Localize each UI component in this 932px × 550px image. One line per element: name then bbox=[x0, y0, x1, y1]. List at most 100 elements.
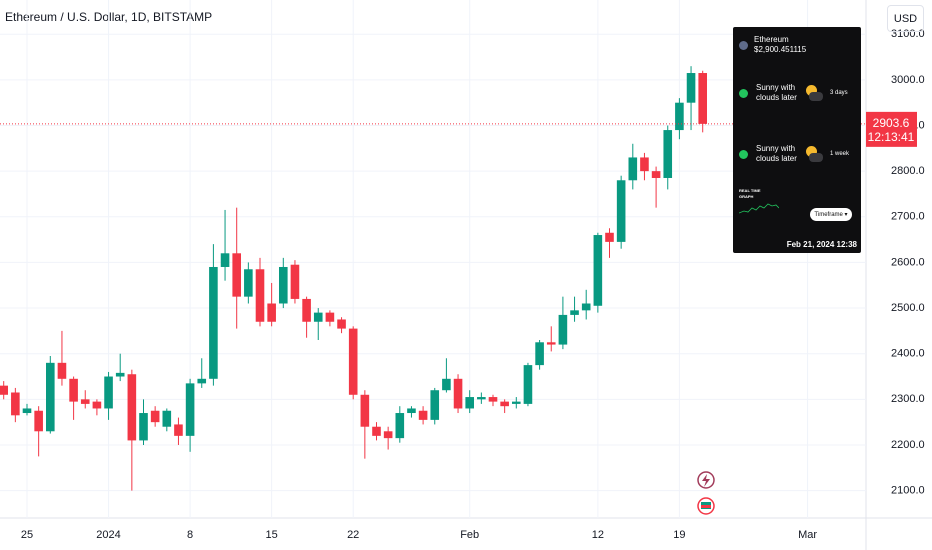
x-tick-label: Feb bbox=[460, 529, 479, 541]
candle bbox=[360, 390, 370, 459]
candle bbox=[372, 422, 381, 441]
candle-body bbox=[651, 171, 661, 178]
x-tick-label: 8 bbox=[187, 529, 193, 541]
candle bbox=[512, 397, 521, 409]
button-label: Timeframe bbox=[814, 211, 843, 218]
candle bbox=[383, 426, 393, 450]
candle bbox=[570, 296, 579, 322]
price-tag bbox=[866, 111, 917, 147]
candle-body bbox=[593, 235, 603, 306]
candle bbox=[11, 387, 20, 423]
candle bbox=[22, 403, 32, 416]
candle-body bbox=[267, 303, 276, 322]
candle-body bbox=[558, 314, 568, 345]
coin-price: $2,900.451115 bbox=[754, 45, 807, 54]
timeframe-button[interactable]: Timeframe ▾ bbox=[810, 208, 852, 221]
candle-body bbox=[139, 413, 148, 441]
x-tick-label: 2024 bbox=[96, 529, 120, 541]
candle-body bbox=[500, 401, 509, 407]
candle-body bbox=[0, 385, 9, 395]
candle bbox=[34, 406, 43, 457]
coin-icon bbox=[739, 40, 748, 50]
candle-body bbox=[197, 378, 207, 384]
candle bbox=[651, 166, 661, 208]
price-tag-countdown: 12:13:41 bbox=[868, 130, 915, 144]
candle-body bbox=[127, 374, 137, 441]
weather-icon bbox=[806, 146, 823, 162]
candle-body bbox=[523, 365, 533, 404]
candle-body bbox=[115, 372, 125, 377]
candle bbox=[104, 371, 113, 420]
candle-body bbox=[360, 394, 370, 427]
candle bbox=[628, 143, 638, 190]
candle-body bbox=[290, 264, 300, 299]
candle bbox=[337, 317, 346, 334]
y-tick-label: 2800.0 bbox=[891, 165, 925, 177]
forecast-period: 1 week bbox=[830, 151, 850, 157]
candle-body bbox=[348, 328, 358, 395]
candle-body bbox=[150, 410, 160, 423]
alert-icons bbox=[697, 471, 715, 515]
candle bbox=[663, 125, 673, 190]
x-tick-label: Mar bbox=[798, 529, 817, 541]
x-tick-label: 12 bbox=[592, 529, 604, 541]
y-tick-label: 2400.0 bbox=[891, 348, 925, 360]
candle bbox=[185, 378, 195, 452]
candle-body bbox=[220, 253, 230, 267]
candle-body bbox=[663, 130, 673, 178]
candle bbox=[290, 260, 300, 304]
candle-body bbox=[11, 392, 20, 416]
candle-body bbox=[232, 253, 241, 297]
candle bbox=[150, 406, 160, 427]
candle-body bbox=[570, 310, 579, 315]
candle-body bbox=[185, 383, 195, 436]
candle-body bbox=[209, 266, 218, 379]
candle bbox=[605, 228, 614, 258]
candle bbox=[442, 358, 451, 393]
candle bbox=[325, 310, 335, 327]
candle-body bbox=[162, 410, 172, 427]
x-tick-label: 22 bbox=[347, 529, 359, 541]
candle bbox=[558, 296, 568, 350]
candle-body bbox=[395, 413, 405, 439]
candle-body bbox=[488, 397, 498, 402]
candle bbox=[418, 406, 428, 425]
x-tick-label: 19 bbox=[673, 529, 685, 541]
price-tag-value: 2903.6 bbox=[873, 116, 910, 130]
candle bbox=[453, 374, 463, 414]
candle bbox=[395, 406, 405, 443]
y-tick-label: 2100.0 bbox=[891, 485, 925, 497]
candle bbox=[593, 232, 603, 313]
candle-body bbox=[605, 232, 614, 242]
candle-body bbox=[279, 266, 288, 304]
candle bbox=[535, 340, 544, 370]
candle bbox=[92, 399, 102, 416]
timestamp: Feb 21, 2024 12:38 bbox=[786, 240, 857, 249]
currency-button[interactable]: USD bbox=[887, 5, 924, 32]
candle bbox=[197, 358, 207, 388]
candle-body bbox=[418, 410, 428, 420]
candle-body bbox=[581, 303, 591, 311]
candle-body bbox=[69, 378, 78, 402]
candle-body bbox=[407, 408, 416, 414]
candle bbox=[488, 394, 498, 407]
up-icon bbox=[739, 88, 748, 98]
candle bbox=[80, 390, 90, 409]
candle bbox=[465, 390, 474, 414]
candle-body bbox=[675, 102, 684, 131]
candle-body bbox=[616, 180, 626, 242]
y-tick-label: 2300.0 bbox=[891, 393, 925, 405]
coin-row: Ethereum $2,900.451115 bbox=[739, 35, 806, 55]
candle-body bbox=[244, 269, 253, 297]
candle-body bbox=[104, 376, 113, 409]
coin-name: Ethereum bbox=[754, 35, 789, 44]
candle bbox=[348, 326, 358, 400]
forecast-period: 3 days bbox=[830, 90, 848, 96]
candle bbox=[46, 355, 55, 434]
forecast-text: Sunny with clouds later bbox=[756, 144, 797, 163]
candle-body bbox=[313, 312, 323, 322]
candle bbox=[500, 399, 509, 414]
candle-body bbox=[80, 399, 90, 404]
